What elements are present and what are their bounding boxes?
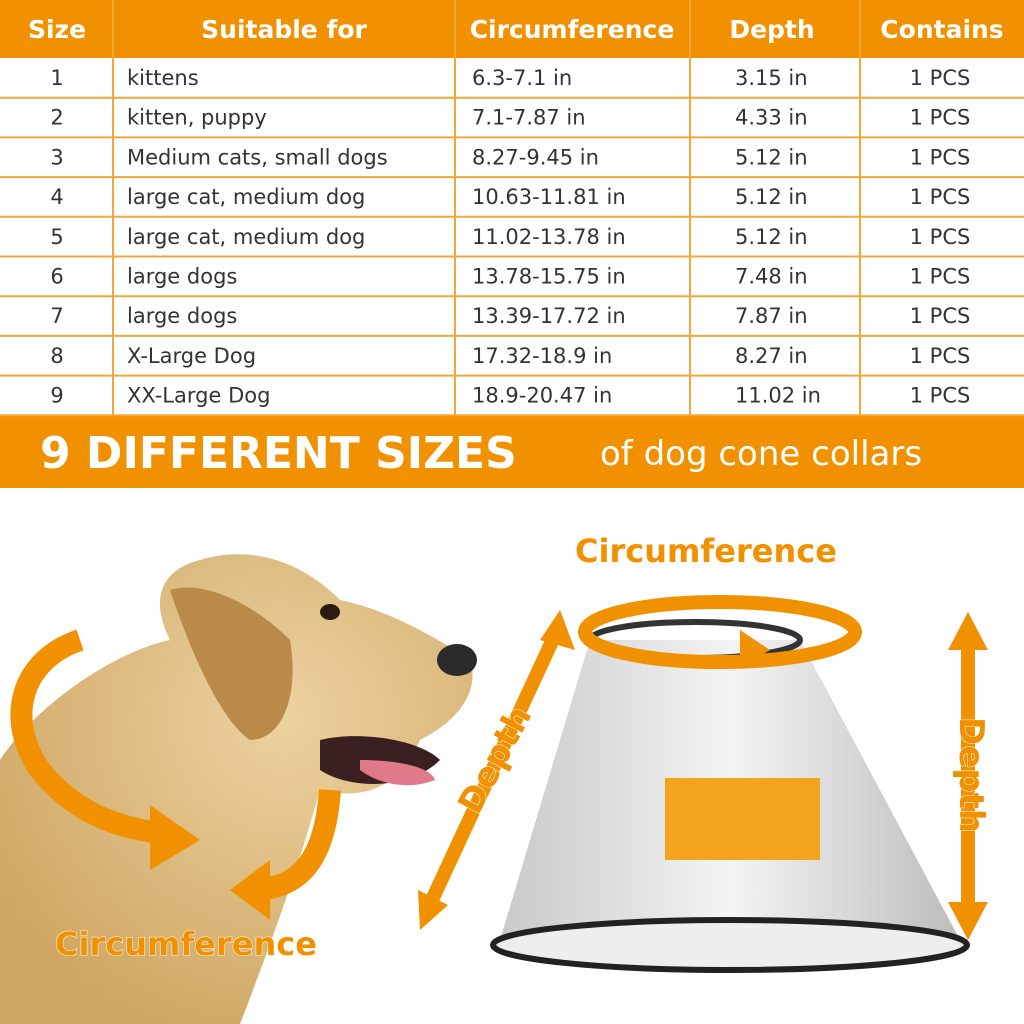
- table-cell: Medium cats, small dogs: [127, 145, 388, 169]
- table-cell: 5.12 in: [735, 145, 808, 169]
- table-cell: kittens: [127, 66, 199, 90]
- header-cell: Size: [28, 15, 86, 44]
- cone-illustration: [490, 619, 970, 973]
- table-cell: 1 PCS: [910, 106, 971, 130]
- header-bg: [0, 0, 1024, 58]
- table-cell: 3.15 in: [735, 66, 808, 90]
- cone-height-depth-label: Depth: [951, 717, 991, 833]
- cone-circumference-label: Circumference: [575, 532, 837, 570]
- table-cell: 3: [50, 145, 63, 169]
- header-cell: Contains: [880, 15, 1003, 44]
- table-cell: 8: [50, 344, 63, 368]
- size-table: Size Suitable for Circumference Depth Contai…: [0, 0, 1024, 417]
- cone-arrows: [418, 595, 975, 918]
- table-cell: 10.63-11.81 in: [472, 185, 626, 209]
- table-cell: 7.87 in: [735, 304, 808, 328]
- table-cell: 11.02 in: [735, 384, 821, 408]
- table-cell: 8.27-9.45 in: [472, 145, 599, 169]
- table-cell: 1 PCS: [910, 225, 971, 249]
- table-cell: 1: [50, 66, 63, 90]
- cone-side-depth-label: Depth: [450, 699, 540, 820]
- table-cell: 1 PCS: [910, 185, 971, 209]
- table-cell: 7.48 in: [735, 265, 808, 289]
- table-cell: 13.78-15.75 in: [472, 265, 626, 289]
- banner-light: of dog cone collars: [600, 434, 922, 474]
- table-cell: 1 PCS: [910, 265, 971, 289]
- table-cell: large dogs: [127, 265, 237, 289]
- dog-illustration: [0, 554, 477, 1024]
- table-cell: large dogs: [127, 304, 237, 328]
- table-cell: 5.12 in: [735, 185, 808, 209]
- header-cell: Depth: [729, 15, 814, 44]
- table-cell: 13.39-17.72 in: [472, 304, 626, 328]
- table-cell: 11.02-13.78 in: [472, 225, 626, 249]
- table-cell: 18.9-20.47 in: [472, 384, 612, 408]
- banner-bold: 9 DIFFERENT SIZES: [40, 428, 517, 479]
- header-cell: Circumference: [470, 15, 675, 44]
- table-cell: 1 PCS: [910, 66, 971, 90]
- table-cell: 6: [50, 265, 63, 289]
- table-cell: 7.1-7.87 in: [472, 106, 586, 130]
- table-cell: 7: [50, 304, 63, 328]
- table-cell: 8.27 in: [735, 344, 808, 368]
- table-cell: X-Large Dog: [127, 344, 256, 368]
- table-cell: large cat, medium dog: [127, 225, 365, 249]
- table-cell: 9: [50, 384, 63, 408]
- table-cell: 4: [50, 185, 63, 209]
- table-cell: 17.32-18.9 in: [472, 344, 612, 368]
- table-cell: 6.3-7.1 in: [472, 66, 572, 90]
- table-cell: 5.12 in: [735, 225, 808, 249]
- header-cell: Suitable for: [201, 15, 367, 44]
- table-cell: 5: [50, 225, 63, 249]
- table-cell: kitten, puppy: [127, 106, 267, 130]
- dog-circumference-label: Circumference: [55, 925, 317, 963]
- table-cell: large cat, medium dog: [127, 185, 365, 209]
- table-cell: 1 PCS: [910, 145, 971, 169]
- table-cell: 1 PCS: [910, 384, 971, 408]
- table-cell: 2: [50, 106, 63, 130]
- table-cell: 1 PCS: [910, 304, 971, 328]
- banner-bg: [0, 415, 1024, 488]
- table-cell: 1 PCS: [910, 344, 971, 368]
- table-cell: 4.33 in: [735, 106, 808, 130]
- table-cell: XX-Large Dog: [127, 384, 270, 408]
